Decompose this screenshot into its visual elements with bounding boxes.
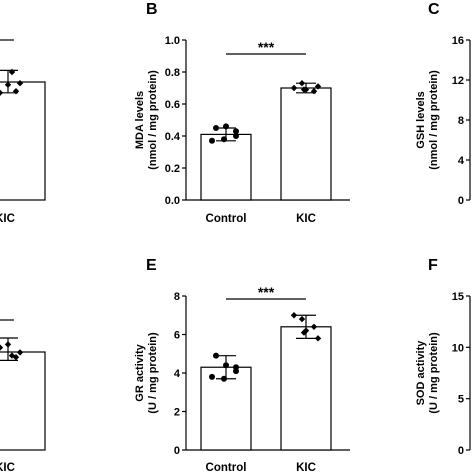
panel-b-point-control	[209, 137, 215, 144]
panel-b-point-control	[213, 125, 219, 131]
panel-b-significance: ***	[258, 39, 275, 55]
panel-c: C GSH levels (nmol / mg protein) 0 4 8 12 16	[415, 1, 471, 207]
panel-e-point-kic	[302, 327, 310, 334]
panel-d: KIC	[0, 319, 46, 474]
panel-c-label: C	[428, 1, 440, 18]
panel-e-y-tick-label: 6	[174, 330, 180, 342]
panel-e-bar-control	[200, 366, 252, 451]
panel-e-point-control	[221, 375, 227, 382]
panel-a-point-kic	[12, 88, 20, 95]
panel-b-y-tick-label: 0.0	[165, 195, 180, 207]
panel-b-ylabel-line1: MDA levels	[134, 91, 146, 149]
panel-e-y-tick-label: 0	[174, 445, 180, 457]
panel-b-point-kic	[298, 80, 306, 87]
panel-d-category-kic: KIC	[0, 462, 15, 474]
panel-e-point-kic	[298, 315, 306, 323]
panel-e-point-control	[213, 352, 219, 359]
panel-e-y-tick-label: 2	[174, 407, 180, 419]
panel-b-bars	[200, 80, 332, 201]
panel-d-point-kic	[16, 349, 24, 356]
panel-a-point-kic	[4, 81, 12, 88]
panel-a-point-kic	[0, 89, 4, 96]
panel-e-y-tick-label: 8	[174, 291, 180, 303]
panel-b-point-kic	[310, 88, 318, 95]
panel-c-y-tick-label: 4	[458, 155, 465, 167]
panel-d-point-kic	[12, 354, 20, 361]
panel-e-point-control	[223, 362, 229, 369]
panel-d-kic-points	[0, 337, 24, 361]
panel-c-ylabel-line1: GSH levels	[415, 91, 427, 148]
panel-d-kic-bar	[0, 351, 46, 451]
panel-c-ylabel-line2: (nmol / mg protein)	[428, 70, 440, 170]
panel-e-y-ticks: 0 2 4 6 8	[174, 291, 186, 457]
panel-b-y-tick-label: 0.6	[165, 99, 180, 111]
panel-c-y-tick-label: 16	[452, 35, 464, 47]
panel-e-bars	[200, 312, 332, 451]
panel-e-ylabel-line1: GR activity	[134, 343, 146, 401]
panel-c-y-tick-label: 0	[458, 195, 464, 207]
panel-e-point-kic	[310, 323, 318, 330]
panel-f-y-ticks: 0 5 10 15	[452, 291, 470, 457]
panel-a-kic-bar	[0, 81, 46, 201]
panel-b-category-control: Control	[206, 213, 247, 225]
panel-f-label: F	[428, 257, 438, 274]
panel-e-ylabel-line2: (U / mg protein)	[147, 332, 159, 414]
panel-f-ylabel-line1: SOD activity	[415, 340, 427, 406]
panel-e-y-tick-label: 4	[174, 368, 181, 380]
panel-b-point-kic	[290, 84, 298, 92]
panel-a-point-kic	[16, 80, 24, 87]
panel-b-y-tick-label: 0.8	[165, 67, 180, 79]
panel-e-point-control	[209, 373, 215, 380]
panel-a-category-kic: KIC	[0, 213, 15, 225]
panel-f-y-tick-label: 5	[458, 394, 464, 406]
panel-f-y-tick-label: 10	[452, 342, 464, 354]
panel-b-point-control	[233, 128, 239, 135]
panel-b-point-control	[221, 136, 227, 143]
panel-d-point-kic	[4, 341, 12, 348]
panel-c-y-ticks: 0 4 8 12 16	[452, 35, 470, 207]
panel-f-ylabel-line2: (U / mg protein)	[428, 332, 440, 414]
panel-a-point-kic	[8, 68, 16, 76]
panel-f-y-tick-label: 0	[458, 445, 464, 457]
panel-b-label: B	[146, 1, 158, 18]
panel-d-point-kic	[0, 344, 4, 351]
panel-b-bar-kic	[280, 87, 332, 201]
panel-b-y-tick-label: 1.0	[165, 35, 180, 47]
panel-c-y-tick-label: 12	[452, 75, 464, 87]
panel-f-y-tick-label: 15	[452, 291, 464, 303]
panel-b-point-kic	[314, 83, 322, 90]
panel-e-category-control: Control	[206, 462, 247, 474]
panel-f: F SOD activity (U / mg protein) 0 5 10 15	[415, 257, 471, 457]
panel-b-category-kic: KIC	[296, 213, 316, 225]
panel-b-point-control	[223, 123, 229, 130]
panel-a: KIC	[0, 39, 46, 225]
panel-e-category-kic: KIC	[296, 462, 316, 474]
panel-b-y-tick-label: 0.4	[165, 131, 181, 143]
panel-b: B MDA levels (nmol / mg protein) 0.00.20…	[134, 1, 350, 225]
panel-a-kic-points	[0, 68, 24, 96]
panel-e-point-kic	[314, 335, 322, 342]
panel-b-bar-control	[200, 133, 252, 201]
panel-b-y-tick-label: 0.2	[165, 163, 180, 175]
panel-b-ylabel-line2: (nmol / mg protein)	[147, 70, 159, 170]
panel-e-point-kic	[290, 312, 298, 319]
panel-e: E GR activity (U / mg protein) 0 2 4 6 8 ***…	[134, 257, 350, 474]
panel-e-label: E	[146, 257, 157, 274]
panel-e-bar-kic	[280, 326, 332, 451]
panel-e-point-control	[233, 368, 239, 375]
panel-c-y-tick-label: 8	[458, 115, 464, 127]
panel-b-point-control	[233, 133, 239, 139]
panel-b-y-ticks: 0.0 0.2 0.4 0.6 0.8 1.0	[165, 35, 186, 207]
panel-b-point-kic	[302, 86, 310, 93]
panel-e-significance: ***	[258, 284, 275, 300]
